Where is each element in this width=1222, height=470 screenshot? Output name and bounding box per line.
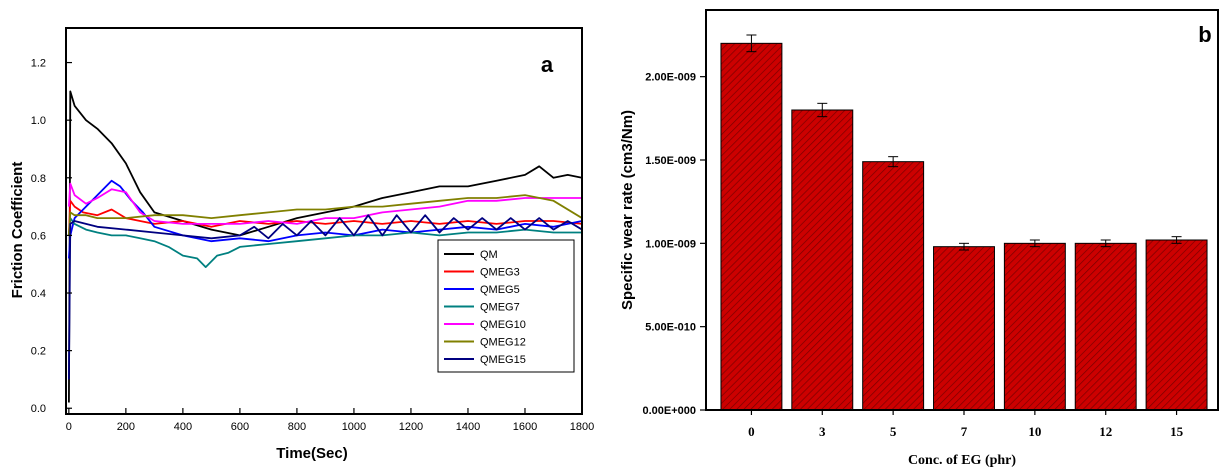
bar-10 — [1003, 242, 1066, 411]
y-tick-label: 0.0 — [31, 403, 46, 415]
legend-entry: QMEG12 — [480, 337, 526, 349]
panel-label: b — [1198, 22, 1211, 47]
x-tick-label: 1200 — [399, 421, 423, 433]
y-tick-label: 0.6 — [31, 230, 46, 242]
bar-7 — [933, 246, 995, 411]
y-tick-label: 0.4 — [31, 288, 46, 300]
x-tick-label: 0 — [748, 424, 755, 439]
y-axis-label: Specific wear rate (cm3/Nm) — [619, 110, 636, 310]
bar-0 — [720, 42, 783, 411]
bar-12 — [1074, 242, 1137, 411]
x-tick-label: 400 — [174, 421, 192, 433]
legend-entry: QM — [480, 249, 498, 261]
y-axis-label: Friction Coefficient — [9, 162, 26, 299]
x-tick-label: 10 — [1028, 424, 1041, 439]
legend-entry: QMEG3 — [480, 267, 520, 279]
y-tick-label: 1.50E-009 — [645, 155, 696, 167]
bar-15 — [1145, 239, 1208, 411]
x-tick-label: 1800 — [570, 421, 594, 433]
x-tick-label: 1600 — [513, 421, 537, 433]
x-axis-label: Time(Sec) — [276, 445, 347, 462]
wear-rate-chart: 0.00E+000 5.00E-010 1.00E-009 1.50E-009 2.00… — [619, 9, 1219, 468]
x-tick-label: 15 — [1170, 424, 1184, 439]
y-tick-label: 0.2 — [31, 346, 46, 358]
y-tick-label: 2.00E-009 — [645, 72, 696, 84]
x-tick-label: 1400 — [456, 421, 480, 433]
x-tick-label: 1000 — [342, 421, 366, 433]
series-line-qmeg7 — [68, 217, 582, 269]
x-tick-label: 3 — [819, 424, 826, 439]
y-tick-label: 1.00E-009 — [645, 238, 696, 250]
y-tick-label: 1.2 — [31, 58, 46, 70]
friction-coefficient-chart: 0 200 400 600 800 1000 1200 1400 1600 1800 0.0 0.2… — [9, 27, 594, 462]
bar-3 — [791, 109, 854, 411]
series-line-qmeg5 — [68, 179, 582, 259]
y-tick-label: 1.0 — [31, 115, 46, 127]
series-line-qmeg10 — [68, 182, 582, 225]
legend-entry: QMEG10 — [480, 319, 526, 331]
y-tick-label: 0.8 — [31, 173, 46, 185]
plot-frame — [705, 9, 1219, 411]
y-tick-label: 5.00E-010 — [645, 322, 696, 334]
x-tick-label: 600 — [231, 421, 249, 433]
series-line-qmeg15 — [68, 214, 582, 380]
x-tick-label: 5 — [890, 424, 897, 439]
y-tick-label: 0.00E+000 — [642, 405, 696, 417]
x-tick-label: 0 — [66, 421, 72, 433]
x-tick-label: 800 — [288, 421, 306, 433]
x-tick-label: 200 — [117, 421, 135, 433]
legend-entry: QMEG5 — [480, 284, 520, 296]
legend-entry: QMEG7 — [480, 302, 520, 314]
x-axis-label: Conc. of EG (phr) — [908, 453, 1016, 468]
x-tick-label: 12 — [1099, 424, 1112, 439]
panel-label: a — [541, 52, 554, 77]
x-tick-label: 7 — [961, 424, 968, 439]
plot-frame — [65, 27, 583, 415]
bar-5 — [862, 161, 925, 411]
series-line-qmeg12 — [68, 194, 582, 236]
legend-entry: QMEG15 — [480, 354, 526, 366]
legend: QM QMEG3 QMEG5 QMEG7 QMEG10 QMEG12 QMEG15 — [437, 239, 575, 373]
